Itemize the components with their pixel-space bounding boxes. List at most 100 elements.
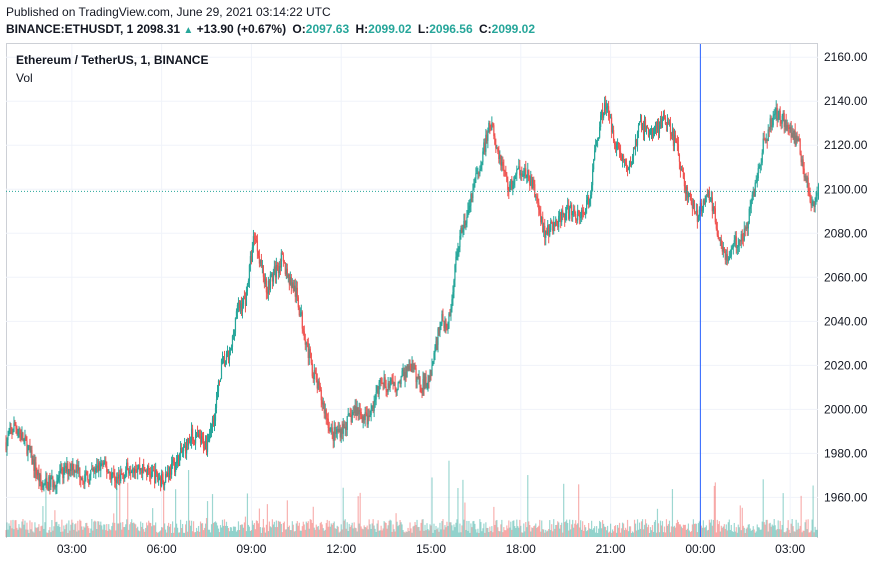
- candle-body: [573, 209, 575, 212]
- candle-body: [501, 161, 503, 166]
- volume-bar: [148, 520, 150, 537]
- volume-bar: [69, 530, 71, 537]
- volume-bar: [660, 525, 663, 537]
- candle-body: [603, 103, 606, 113]
- candle-body: [245, 291, 248, 306]
- volume-bar: [496, 519, 498, 537]
- candle-body: [538, 202, 540, 210]
- candle-body: [362, 416, 364, 423]
- candle-body: [371, 405, 373, 409]
- volume-bar: [74, 524, 76, 537]
- volume-bar: [777, 520, 779, 537]
- volume-bar: [340, 524, 342, 537]
- candle-body: [236, 305, 239, 312]
- candle-body: [168, 472, 170, 478]
- volume-bar: [147, 525, 149, 537]
- volume-bar: [734, 531, 736, 537]
- volume-bar: [537, 526, 539, 537]
- volume-bar: [783, 532, 785, 537]
- volume-bar: [265, 524, 267, 537]
- volume-bar: [552, 531, 554, 537]
- volume-bar: [795, 519, 797, 537]
- volume-bar: [511, 529, 513, 537]
- candle-body: [312, 376, 314, 379]
- volume-bar: [454, 527, 456, 537]
- volume-bar: [328, 520, 330, 537]
- volume-bar: [113, 513, 115, 537]
- candle-body: [147, 465, 149, 475]
- volume-bar: [443, 529, 445, 537]
- volume-bar: [637, 529, 640, 537]
- y-tick-label: 2140.00: [824, 94, 868, 108]
- open-value: 2097.63: [305, 22, 350, 36]
- candle-body: [558, 215, 560, 228]
- volume-bar: [369, 524, 371, 537]
- candle-body: [590, 194, 592, 200]
- candle-body: [469, 205, 471, 207]
- volume-bar: [216, 525, 219, 537]
- volume-bar: [769, 522, 771, 537]
- volume-bar: [599, 520, 601, 537]
- volume-bar: [541, 520, 543, 537]
- volume-bar: [493, 506, 495, 537]
- volume-bar: [176, 523, 178, 537]
- volume-bar: [17, 529, 19, 537]
- volume-bar: [482, 528, 484, 537]
- candle-body: [540, 213, 542, 223]
- candle-body: [682, 171, 685, 179]
- volume-bar: [303, 524, 305, 537]
- candle-body: [5, 442, 7, 451]
- candle-body: [810, 201, 812, 206]
- volume-bar: [717, 524, 719, 537]
- candle-body: [31, 450, 33, 465]
- volume-bar: [145, 527, 147, 537]
- candle-body: [263, 276, 265, 284]
- candle-body: [725, 254, 727, 260]
- volume-bar: [574, 523, 576, 537]
- candle-body: [660, 118, 663, 128]
- candle-body: [133, 468, 135, 473]
- volume-bar: [470, 523, 472, 537]
- volume-bar: [40, 526, 42, 537]
- candle-body: [176, 455, 179, 462]
- volume-bar: [60, 531, 62, 537]
- volume-bar: [242, 527, 245, 537]
- candle-body: [392, 380, 394, 385]
- volume-bar: [110, 530, 112, 537]
- candle-body: [378, 382, 380, 395]
- candle-body: [191, 428, 194, 440]
- volume-bar: [412, 526, 414, 537]
- volume-bar: [547, 530, 549, 537]
- candle-body: [102, 463, 104, 466]
- candle-body: [142, 464, 144, 474]
- volume-bar: [564, 522, 566, 537]
- volume-bar: [763, 522, 765, 537]
- candle-body: [459, 235, 461, 248]
- candle-body: [159, 477, 161, 480]
- volume-bar: [604, 527, 607, 537]
- volume-bar: [317, 525, 319, 537]
- candle-body: [780, 120, 782, 124]
- volume-bar: [215, 522, 218, 537]
- candle-body: [35, 462, 37, 475]
- volume-bar: [771, 524, 773, 537]
- volume-bar: [380, 525, 382, 537]
- candle-body: [616, 142, 619, 144]
- candle-body: [202, 438, 205, 448]
- volume-bar: [429, 524, 431, 537]
- volume-bar: [711, 525, 713, 537]
- volume-bar: [544, 532, 546, 537]
- candle-body: [335, 432, 337, 434]
- candle-body: [550, 221, 552, 231]
- volume-bar: [624, 527, 627, 537]
- candle-body: [281, 252, 283, 255]
- volume-bar: [235, 531, 238, 537]
- candle-body: [139, 464, 141, 471]
- candle-body: [549, 230, 551, 236]
- candle-body: [76, 465, 78, 473]
- volume-bar: [678, 524, 681, 537]
- candle-body: [594, 150, 596, 160]
- volume-bar: [240, 524, 243, 537]
- volume-bar: [787, 520, 789, 537]
